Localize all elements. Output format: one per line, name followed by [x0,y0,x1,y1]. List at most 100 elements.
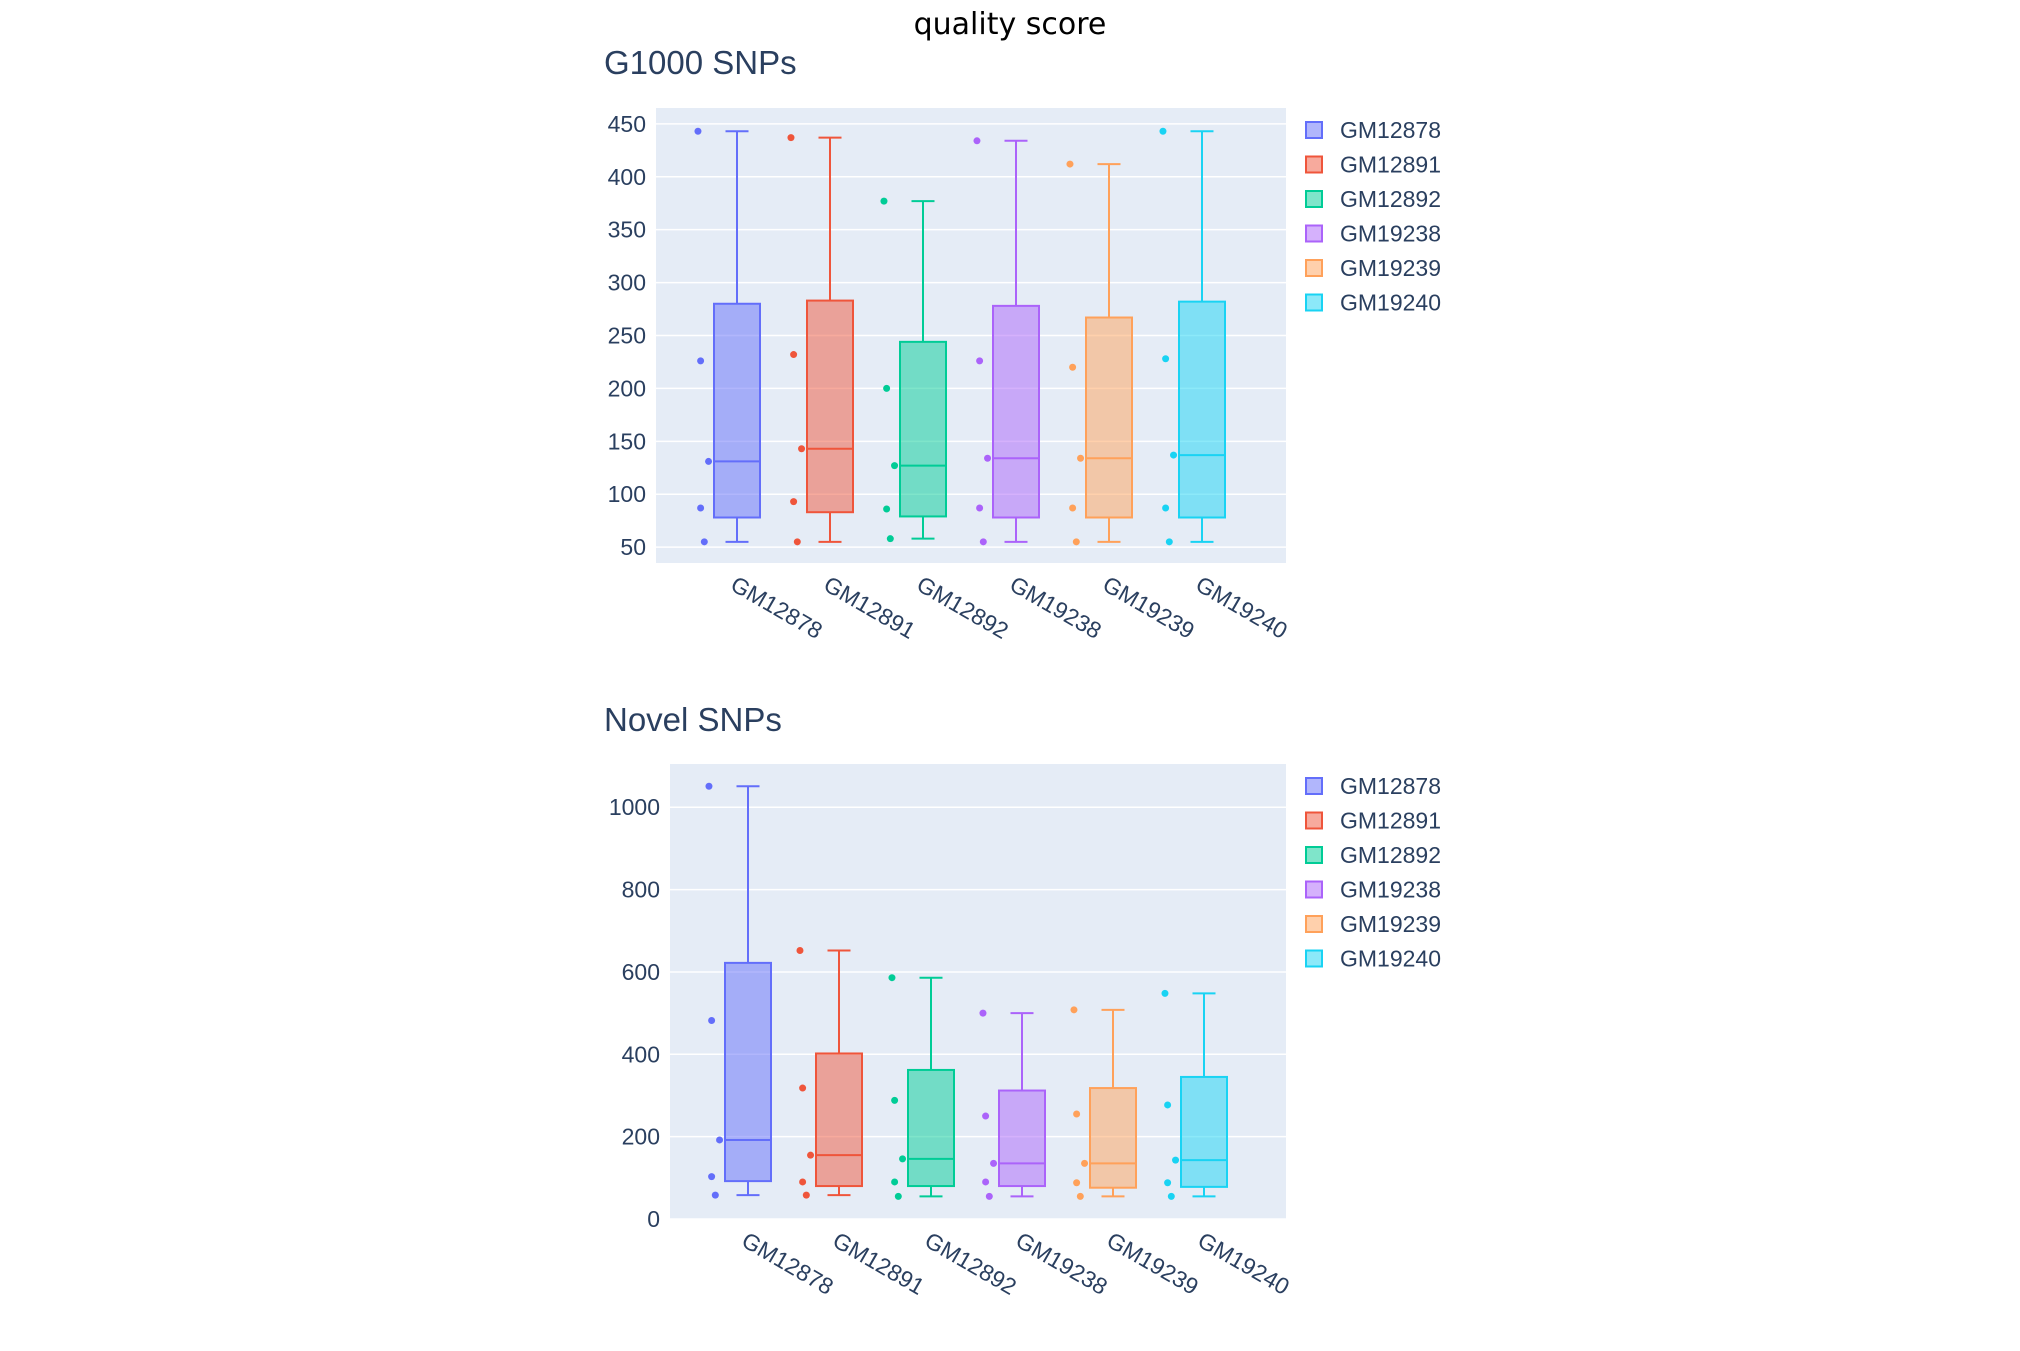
y-tick-label: 200 [622,1124,660,1150]
data-point [1167,1192,1175,1200]
data-point [1172,1156,1180,1164]
data-point [990,1159,998,1167]
legend-item-gm12878[interactable]: GM12878 [1305,117,1441,143]
data-point [799,1084,807,1092]
legend-label: GM19240 [1340,290,1441,316]
legend-item-gm19239[interactable]: GM19239 [1305,911,1441,937]
box-gm12891[interactable] [787,134,854,546]
data-point [985,1192,993,1200]
data-point [891,462,899,470]
data-point [883,505,891,513]
data-point [894,1192,902,1200]
box-gm12891[interactable] [796,947,863,1199]
data-point [697,504,705,512]
box-gm19240[interactable] [1161,989,1228,1200]
y-tick-label: 350 [608,217,646,243]
legend-item-gm19238[interactable]: GM19238 [1305,221,1441,247]
x-tick-label: GM19238 [1012,1227,1112,1300]
box-iqr [724,961,772,1183]
legend-item-gm12891[interactable]: GM12891 [1305,808,1441,834]
data-point [982,1178,990,1186]
data-point [793,538,801,546]
data-point [1066,160,1074,168]
data-point [1077,454,1085,462]
legend-item-gm19240[interactable]: GM19240 [1305,290,1441,316]
data-point [705,457,713,465]
data-point [973,137,981,145]
data-point [807,1151,815,1159]
x-tick-label: GM19238 [1006,571,1106,644]
data-point [1162,355,1170,363]
legend-item-gm19240[interactable]: GM19240 [1305,946,1441,972]
legend-item-gm12892[interactable]: GM12892 [1305,842,1441,868]
figure-title: quality score [914,7,1107,42]
x-tick-label: GM12892 [921,1227,1021,1300]
data-point [982,1112,990,1120]
data-point [1159,127,1167,135]
gridlines-novel [670,806,1286,1220]
y-tick-label: 450 [608,111,646,137]
data-point [796,947,804,955]
legend-item-gm19238[interactable]: GM19238 [1305,877,1441,903]
y-tick-label: 400 [608,164,646,190]
box-gm19239[interactable] [1066,160,1133,546]
legend-g1000[interactable]: GM12878 GM12891 GM12892 GM19238 GM19239 GM192… [1305,117,1441,316]
data-point [1069,504,1077,512]
x-tick-label: GM19239 [1099,571,1199,644]
data-point [711,1191,719,1199]
data-point [984,454,992,462]
box-gm19238[interactable] [979,1009,1046,1200]
x-tick-label: GM12891 [820,571,920,644]
data-point [1069,363,1077,371]
box-gm19238[interactable] [973,137,1040,546]
panel-title-g1000: G1000 SNPs [604,44,797,81]
x-axis-g1000: GM12878GM12891GM12892GM19238GM19239GM192… [727,571,1292,644]
x-tick-label: GM12878 [727,571,827,644]
data-point [790,351,798,359]
data-point [802,1191,810,1199]
box-iqr [815,1052,863,1188]
y-tick-label: 0 [647,1206,660,1232]
box-gm19239[interactable] [1070,1006,1137,1200]
legend-label: GM12891 [1340,152,1441,178]
box-gm12878[interactable] [694,127,761,546]
data-point [1170,451,1178,459]
box-iqr [1180,1075,1228,1188]
data-point [1073,1110,1081,1118]
legend-swatch [1305,155,1323,174]
y-tick-label: 800 [622,877,660,903]
legend-item-gm12891[interactable]: GM12891 [1305,152,1441,178]
legend-novel[interactable]: GM12878 GM12891 GM12892 GM19238 GM19239 GM192… [1305,773,1441,972]
y-tick-label: 200 [608,375,646,401]
box-gm19240[interactable] [1159,127,1226,546]
data-point [787,134,795,142]
data-point [799,1178,807,1186]
y-tick-label: 150 [608,428,646,454]
box-gm12878[interactable] [705,782,772,1199]
legend-label: GM19238 [1340,877,1441,903]
data-point [1162,504,1170,512]
legend-swatch [1305,811,1323,830]
legend-item-gm19239[interactable]: GM19239 [1305,255,1441,281]
boxes-novel [705,782,1228,1200]
y-tick-label: 400 [622,1041,660,1067]
data-point [1070,1006,1078,1014]
y-tick-label: 300 [608,270,646,296]
data-point [1165,538,1173,546]
data-point [708,1017,716,1025]
legend-swatch [1305,846,1323,864]
legend-swatch [1305,949,1323,968]
box-gm12892[interactable] [888,974,955,1200]
data-point [1076,1192,1084,1200]
legend-item-gm12892[interactable]: GM12892 [1305,186,1441,212]
box-gm12892[interactable] [880,197,947,543]
data-point [883,384,891,392]
y-axis-g1000: 50 100 150 200 250 300 350 400 450 [608,111,646,560]
legend-item-gm12878[interactable]: GM12878 [1305,773,1441,799]
data-point [705,782,713,790]
data-point [891,1178,899,1186]
y-tick-label: 600 [622,959,660,985]
y-tick-label: 1000 [609,794,660,820]
